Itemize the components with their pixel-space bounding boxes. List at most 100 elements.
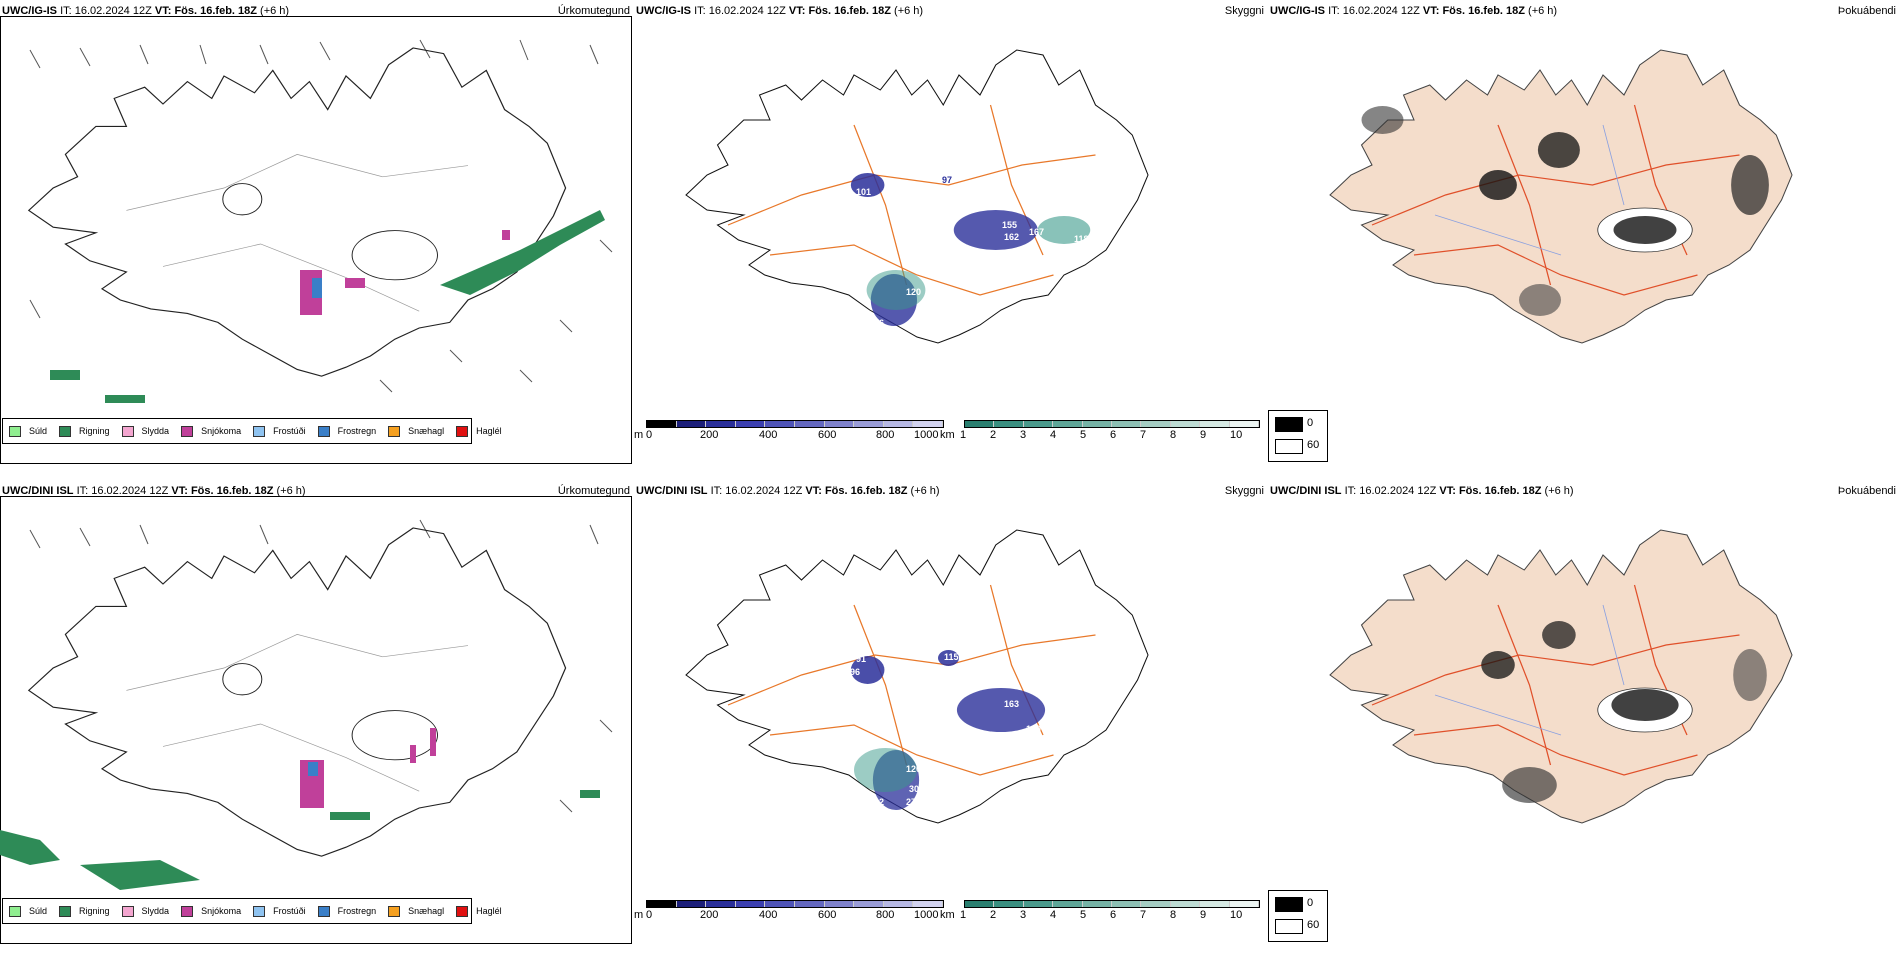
svg-text:163: 163 [1004, 699, 1019, 709]
legend-item: Frostúði [253, 425, 306, 437]
vt-label: VT: [154, 5, 172, 17]
legend-item: Frostregn [317, 905, 376, 917]
unit-label: km [940, 909, 955, 921]
precip-legend: Súld Rigning Slydda Snjókoma Frostúði Fr… [2, 898, 502, 924]
panel-header: UWC/DINI ISL IT: 16.02.2024 12Z VT: Fös.… [1270, 485, 1896, 499]
panel-header: UWC/IG-IS IT: 16.02.2024 12Z VT: Fös. 16… [2, 5, 630, 19]
vt-label: VT: [1439, 485, 1456, 497]
svg-text:18: 18 [1109, 202, 1119, 212]
svg-text:100: 100 [1026, 724, 1041, 734]
panel-precip-type: UWC/IG-IS IT: 16.02.2024 12Z VT: Fös. 16… [0, 0, 634, 480]
lead-offset: (+6 h) [894, 5, 924, 17]
vt-label: VT: [1422, 5, 1440, 17]
legend-item: Frostregn [317, 425, 376, 437]
svg-text:96: 96 [850, 667, 860, 677]
precip-map [0, 519, 613, 890]
lead-offset: (+6 h) [260, 5, 290, 17]
model-name: UWC/IG-IS [2, 5, 57, 17]
svg-text:270: 270 [906, 797, 921, 807]
wind-barbs [29, 39, 613, 393]
model-name: UWC/DINI ISL [2, 485, 74, 497]
visibility-colorbar-km: km 1 2 3 4 5 6 7 8 9 10 [940, 420, 1260, 450]
lead-offset: (+6 h) [1528, 5, 1558, 17]
svg-text:12: 12 [874, 797, 884, 807]
panel-header: UWC/DINI ISL IT: 16.02.2024 12Z VT: Fös.… [2, 485, 630, 499]
visibility-colorbar-km: km 1 2 3 4 5 6 7 8 9 10 [940, 900, 1260, 930]
fog-legend: 0 60 [1268, 410, 1328, 462]
legend-item: Snjókoma [181, 905, 241, 917]
svg-text:72: 72 [908, 324, 918, 334]
vt-value: Fös. 16.feb. 18Z [824, 485, 908, 497]
it-value: 16.02.2024 12Z [708, 5, 786, 17]
panel-precip-type: UWC/DINI ISL IT: 16.02.2024 12Z VT: Fös.… [0, 480, 634, 960]
svg-text:13: 13 [1050, 246, 1060, 256]
precip-areas [50, 210, 605, 403]
panel-fog-index: UWC/IG-IS IT: 16.02.2024 12Z VT: Fös. 16… [1268, 0, 1900, 480]
legend-item: Súld [9, 905, 47, 917]
visibility-values: 91 96 115 163 13 100 97 120 308 270 12 [850, 652, 1081, 807]
unit-label: km [940, 429, 955, 441]
vt-value: Fös. 16.feb. 18Z [1442, 5, 1525, 17]
svg-text:97: 97 [942, 175, 952, 185]
field-name: Úrkomutegund [557, 5, 630, 17]
legend-item: Haglél [456, 425, 502, 437]
svg-text:91: 91 [856, 654, 866, 664]
legend-item: Rigning [59, 425, 110, 437]
it-label: IT: [1344, 485, 1357, 497]
model-name: UWC/DINI ISL [1270, 485, 1342, 497]
map-frame [0, 16, 632, 464]
visibility-values: 101 97 155 167 162 118 13 18 120 76 72 [856, 175, 1119, 334]
it-value: 16.02.2024 12Z [1342, 5, 1420, 17]
field-name: Þokuábendi [1837, 5, 1896, 17]
it-label: IT: [1328, 5, 1340, 17]
svg-text:118: 118 [1074, 234, 1089, 244]
panel-header: UWC/IG-IS IT: 16.02.2024 12Z VT: Fös. 16… [636, 5, 1264, 19]
it-value: 16.02.2024 12Z [91, 485, 169, 497]
visibility-map: 91 96 115 163 13 100 97 120 308 270 12 [685, 529, 1149, 824]
svg-text:162: 162 [1004, 232, 1019, 242]
row-dini-isl: UWC/DINI ISL IT: 16.02.2024 12Z VT: Fös.… [0, 480, 1900, 960]
model-name: UWC/IG-IS [1270, 5, 1325, 17]
svg-text:97: 97 [1042, 740, 1052, 750]
field-name: Skyggni [1224, 485, 1264, 497]
field-name: Þokuábendi [1837, 485, 1896, 497]
unit-label: m [634, 429, 644, 441]
legend-item: Frostúði [253, 905, 306, 917]
it-value: 16.02.2024 12Z [725, 485, 803, 497]
legend-item: Súld [9, 425, 47, 437]
fog-legend: 0 60 [1268, 890, 1328, 942]
visibility-map: 101 97 155 167 162 118 13 18 120 76 72 [685, 49, 1149, 344]
vt-value: Fös. 16.feb. 18Z [190, 485, 274, 497]
panel-header: UWC/DINI ISL IT: 16.02.2024 12Z VT: Fös.… [636, 485, 1264, 499]
svg-text:120: 120 [906, 287, 921, 297]
legend-item: Rigning [59, 905, 110, 917]
vt-label: VT: [805, 485, 822, 497]
it-label: IT: [694, 5, 706, 17]
it-label: IT: [710, 485, 723, 497]
field-name: Úrkomutegund [557, 485, 630, 497]
vt-label: VT: [171, 485, 188, 497]
fog-map [1329, 529, 1793, 824]
precip-map [28, 39, 613, 403]
precip-legend: Súld Rigning Slydda Snjókoma Frostúði Fr… [2, 418, 502, 444]
vt-value: Fös. 16.feb. 18Z [808, 5, 891, 17]
it-label: IT: [60, 5, 72, 17]
it-label: IT: [76, 485, 89, 497]
svg-text:115: 115 [944, 652, 959, 662]
svg-text:101: 101 [856, 187, 871, 197]
legend-item: Snjókoma [181, 425, 241, 437]
legend-item: Snæhagl [388, 425, 444, 437]
panel-header: UWC/IG-IS IT: 16.02.2024 12Z VT: Fös. 16… [1270, 5, 1896, 19]
legend-item: Slydda [121, 905, 169, 917]
svg-text:308: 308 [909, 784, 924, 794]
unit-label: m [634, 909, 644, 921]
vt-value: Fös. 16.feb. 18Z [174, 5, 257, 17]
panel-visibility: UWC/IG-IS IT: 16.02.2024 12Z VT: Fös. 16… [634, 0, 1268, 480]
row-ig-is: UWC/IG-IS IT: 16.02.2024 12Z VT: Fös. 16… [0, 0, 1900, 480]
visibility-colorbar-m: m 0 200 400 600 800 1000 [634, 900, 944, 930]
it-value: 16.02.2024 12Z [74, 5, 152, 17]
legend-item: Haglél [456, 905, 502, 917]
it-value: 16.02.2024 12Z [1359, 485, 1437, 497]
legend-item: Snæhagl [388, 905, 444, 917]
svg-text:167: 167 [1029, 227, 1044, 237]
